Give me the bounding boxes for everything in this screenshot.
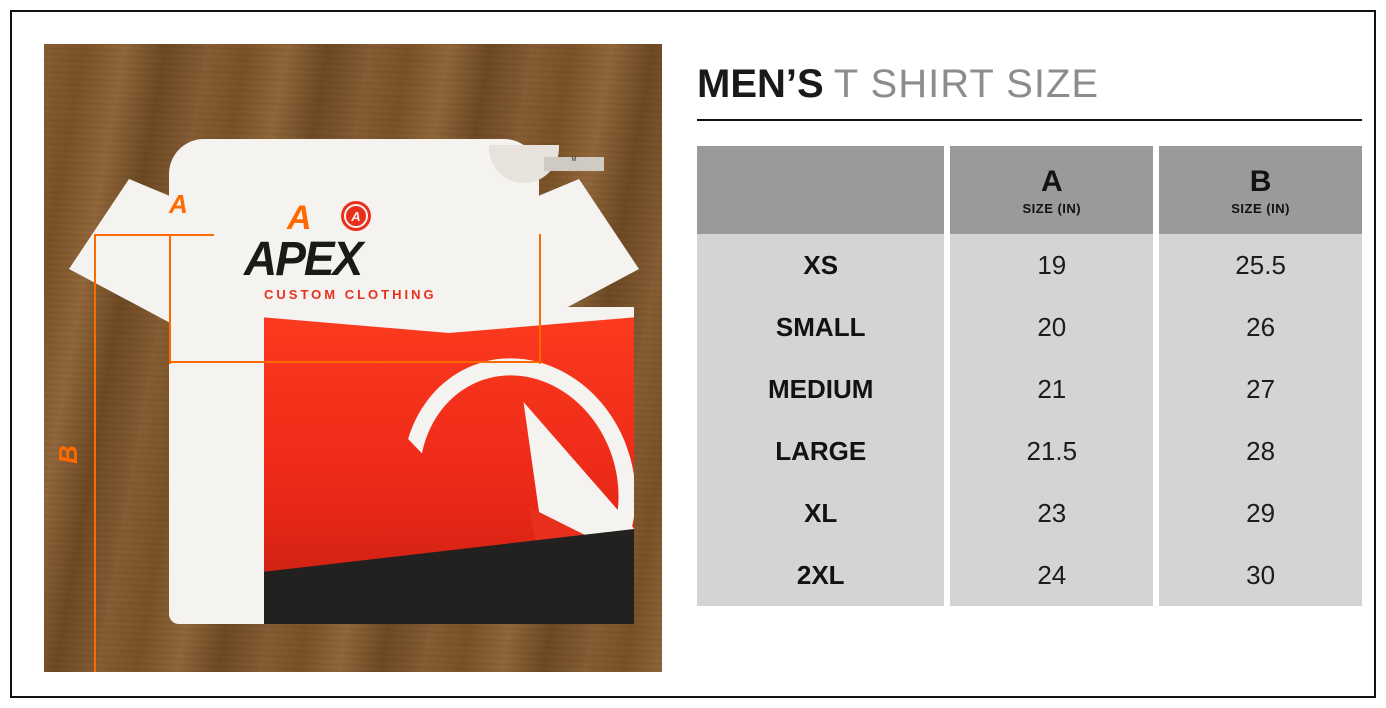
measurement-a-line-right [539, 234, 541, 364]
size-table-row-4: XL 23 29 [697, 482, 1362, 544]
title-bold-text: MEN’S [697, 62, 824, 107]
size-table-row-3-b-cell: 28 [1159, 420, 1362, 482]
tshirt-collar: M [319, 139, 429, 194]
tshirt-black-hem [264, 529, 634, 624]
size-table-header-empty-cell [697, 146, 950, 234]
title-light-text: T SHIRT SIZE [834, 62, 1099, 107]
size-table-row-3: LARGE 21.5 28 [697, 420, 1362, 482]
size-table-row-2: MEDIUM 21 27 [697, 358, 1362, 420]
page-border: M A A APEX CUSTOM CLOTHING A [10, 10, 1376, 698]
size-table-row-0-b-cell: 25.5 [1159, 234, 1362, 296]
size-table-row-5: 2XL 24 30 [697, 544, 1362, 606]
size-table-row-0: XS 19 25.5 [697, 234, 1362, 296]
tshirt-red-panel [264, 307, 634, 624]
measurement-a-label: A [169, 189, 188, 220]
size-table-row-5-a-cell: 24 [950, 544, 1159, 606]
size-table-row-4-b-cell: 29 [1159, 482, 1362, 544]
tshirt-graphic: M A A APEX CUSTOM CLOTHING A [74, 139, 634, 639]
measurement-a-line-left [169, 234, 171, 364]
size-table-row-1-b-cell: 26 [1159, 296, 1362, 358]
measurement-a-line-horizontal [169, 361, 541, 363]
title-underline [697, 119, 1362, 121]
size-table-header-row: A SIZE (IN) B SIZE (IN) [697, 146, 1362, 234]
size-table-row-3-label-cell: LARGE [697, 420, 950, 482]
size-table-row-2-b-cell: 27 [1159, 358, 1362, 420]
size-table-row-3-a-cell: 21.5 [950, 420, 1159, 482]
tshirt-logo-badge-inner: A [344, 204, 368, 228]
size-table-header-cell-a: A SIZE (IN) [950, 146, 1159, 234]
tshirt-brand-name: APEX [244, 230, 361, 287]
measurement-b-line-vertical [94, 234, 96, 672]
size-table-row-0-label-cell: XS [697, 234, 950, 296]
size-table-header-cell-b: B SIZE (IN) [1159, 146, 1362, 234]
size-table-row-0-a-cell: 19 [950, 234, 1159, 296]
size-table-row-5-b-cell: 30 [1159, 544, 1362, 606]
measurement-b-label: B [53, 445, 84, 464]
tshirt-photo-panel: M A A APEX CUSTOM CLOTHING A [44, 44, 662, 672]
size-table-row-1-label-cell: SMALL [697, 296, 950, 358]
tshirt-neck-tag: M [544, 157, 604, 171]
size-chart-panel: MEN’S T SHIRT SIZE A SIZE (IN) B SIZE (I… [697, 44, 1347, 672]
tshirt-logo-badge: A [341, 201, 371, 231]
size-table-row-4-label-cell: XL [697, 482, 950, 544]
chart-title: MEN’S T SHIRT SIZE [697, 44, 1347, 107]
tshirt-body: M A A APEX CUSTOM CLOTHING [169, 139, 539, 624]
size-table-row-4-a-cell: 23 [950, 482, 1159, 544]
size-table-row-5-label-cell: 2XL [697, 544, 950, 606]
measurement-b-line-top [94, 234, 214, 236]
size-table-row-1-a-cell: 20 [950, 296, 1159, 358]
tshirt-brand-tagline: CUSTOM CLOTHING [264, 287, 437, 302]
size-table-row-2-label-cell: MEDIUM [697, 358, 950, 420]
size-table: A SIZE (IN) B SIZE (IN) XS 19 25.5 [697, 146, 1362, 606]
size-table-row-1: SMALL 20 26 [697, 296, 1362, 358]
size-table-row-2-a-cell: 21 [950, 358, 1159, 420]
